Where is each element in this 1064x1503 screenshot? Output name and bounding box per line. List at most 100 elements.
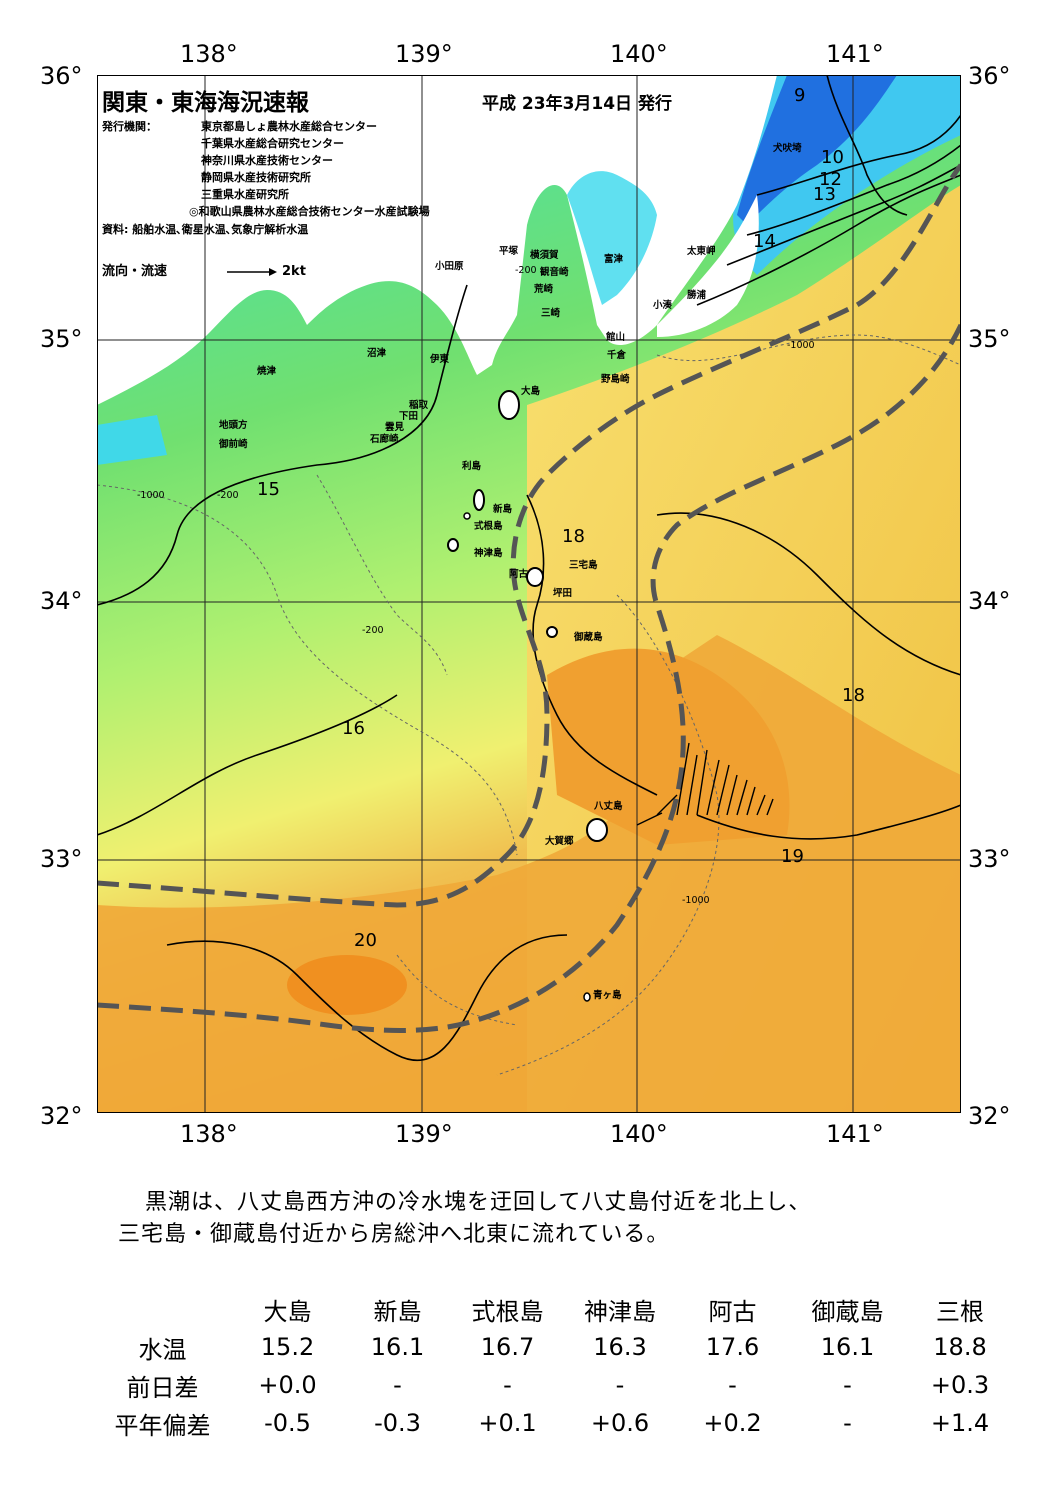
place-label: 阿古 [509,569,529,580]
place-label: 青ヶ島 [593,990,622,1001]
legend-arrowhead [269,268,277,276]
depth-label: -1000 [137,490,165,501]
place-label: 大島 [521,386,541,397]
place-label: 三崎 [541,308,561,319]
island-hachijojima [586,818,608,842]
place-label: 大賀郷 [545,836,574,847]
isotherm-label: 9 [794,85,806,106]
row-label: 前日差 [126,1373,199,1402]
issuer-6: ◎和歌山県農林水産総合技術センター水産試験場 [189,205,430,218]
warm-eddy [287,955,407,1015]
place-label: 地頭方 [219,420,248,431]
table-cell: -0.5 [264,1409,311,1437]
isotherm-label: 16 [342,718,365,739]
table-cell: +0.1 [478,1409,537,1437]
lon-label-139-top: 139° [395,40,453,68]
row-label: 平年偏差 [114,1411,211,1440]
table-cell: - [843,1409,852,1437]
isotherm-label: 18 [842,685,865,706]
place-label: 観音崎 [540,267,569,278]
place-label: 三宅島 [569,560,598,571]
land-boso [657,195,759,337]
lon-label-140-top: 140° [610,40,668,68]
table-cell: 16.7 [480,1333,535,1361]
table-cell: - [393,1371,402,1399]
current-vectors [636,742,774,826]
place-label: 下田 [399,411,419,422]
place-label: 館山 [606,332,626,343]
cold-water-west [97,415,167,465]
table-cell: 18.8 [933,1333,987,1361]
lon-label-138-bottom: 138° [180,1120,238,1148]
place-label: 焼津 [257,366,277,377]
oyashio-core [737,75,897,225]
summary-line-2: 三宅島・御蔵島付近から房総沖へ北東に流れている。 [118,1222,670,1247]
place-label: 新島 [493,504,513,515]
table-header: 三根 [936,1297,984,1326]
isotherm-label: 19 [781,846,804,867]
table-header: 神津島 [584,1297,656,1326]
table-cell: - [615,1371,625,1399]
depth-label: -200 [362,625,384,636]
isotherm-label: 18 [562,526,585,547]
place-label: 千倉 [607,350,627,361]
lat-label-34-left: 34° [40,587,83,615]
place-label: 御前崎 [219,439,248,450]
table-corner [95,1290,230,1328]
issuer-2: 千葉県水産総合研究センター [201,137,344,150]
table-cell: - [503,1371,512,1399]
issuer-4: 静岡県水産技術研究所 [201,171,311,184]
depth-label: -1000 [682,895,710,906]
lon-label-141-bottom: 141° [826,1120,884,1148]
isotherm-label: 20 [354,930,377,951]
place-label: 小田原 [435,261,464,272]
table-cell: -0.3 [374,1409,421,1437]
issuer-3: 神奈川県水産技術センター [201,154,333,167]
depth-label: -200 [515,265,537,276]
map-svg [97,75,961,1113]
lat-label-32-left: 32° [40,1102,83,1130]
lat-label-35-left: 35° [40,325,83,353]
table-header: 式根島 [471,1297,544,1326]
table-cell: 16.1 [820,1333,875,1361]
table-cell: - [843,1371,852,1399]
isotherm-label: 12 [819,169,842,190]
place-label: 小湊 [653,300,673,311]
lat-label-36-right: 36° [968,62,1011,90]
lon-label-140-bottom: 140° [610,1120,668,1148]
table-cell: +0.6 [590,1409,650,1437]
table-header: 阿古 [708,1297,757,1326]
table-cell: 17.6 [705,1333,760,1361]
issuer-5: 三重県水産研究所 [201,188,289,201]
place-label: 野島崎 [601,374,630,385]
place-label: 平塚 [499,246,519,257]
row-label: 水温 [138,1335,187,1364]
temperature-table: 大島 新島 式根島 神津島 阿古 御蔵島 三根 水温 15.2 16.1 16.… [95,1290,1015,1442]
place-label: 御蔵島 [574,632,603,643]
table-cell: +0.0 [258,1371,317,1399]
place-label: 伊東 [430,354,450,365]
depth-contours [97,334,961,1076]
map-title: 関東・東海海況速報 [102,90,309,116]
place-label: 八丈島 [594,801,623,812]
isotherm-label: 10 [821,147,844,168]
table-cell: 16.1 [370,1333,425,1361]
place-label: 犬吠埼 [773,143,802,154]
place-label: 横須賀 [530,250,559,261]
island-oshima [498,390,520,420]
place-label: 荒崎 [534,284,554,295]
lon-label-139-bottom: 139° [395,1120,453,1148]
place-label: 式根島 [474,521,503,532]
land-mainland [97,75,777,405]
lat-label-36-left: 36° [40,62,83,90]
depth-label: -200 [217,490,239,501]
data-sources: 資料: 船舶水温､衛星水温､気象庁解析水温 [102,223,309,236]
table-cell: 16.3 [593,1333,647,1361]
table-cell: 15.2 [260,1333,315,1361]
table-cell: +0.3 [930,1371,990,1399]
place-label: 石廊崎 [370,434,399,445]
place-label: 坪田 [553,588,573,599]
warm-core [547,648,790,845]
island-aogashima [583,992,591,1002]
isotherm-label: 13 [813,184,836,205]
